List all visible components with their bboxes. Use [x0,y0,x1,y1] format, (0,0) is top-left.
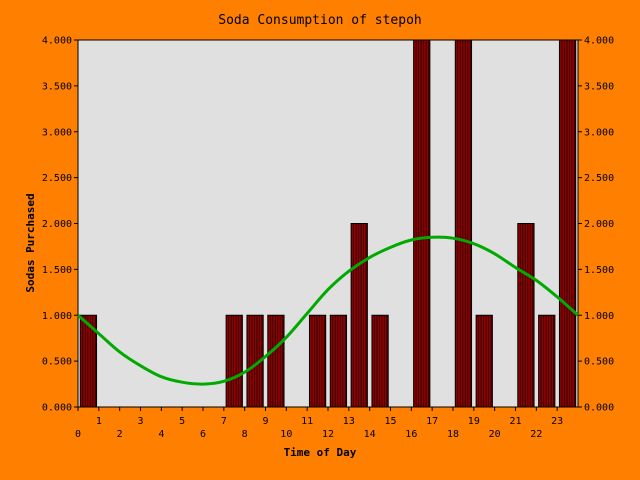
y-tick-label-left: 0.500 [42,357,72,368]
y-tick-label-left: 3.000 [42,127,72,138]
x-tick-label: 23 [551,416,563,427]
y-tick-label-left: 2.500 [42,173,72,184]
x-tick-label: 6 [200,429,206,440]
y-tick-label-right: 0.000 [584,403,614,414]
bar [558,39,577,408]
bar [371,314,389,408]
x-tick-label: 19 [468,416,480,427]
bar [475,314,493,408]
x-tick-label: 22 [530,429,542,440]
bars-group [79,39,577,408]
y-tick-label-right: 2.000 [584,219,614,230]
y-tick-label-left: 0.000 [42,403,72,414]
y-tick-label-left: 2.000 [42,219,72,230]
y-tick-label-left: 4.000 [42,36,72,47]
bar [517,223,535,408]
bar [413,39,431,408]
y-tick-label-right: 0.500 [584,357,614,368]
y-tick-label-left: 1.500 [42,265,72,276]
y-tick-label-left: 3.500 [42,81,72,92]
y-tick-label-right: 2.500 [584,173,614,184]
x-tick-label: 5 [179,416,185,427]
bar [308,314,327,408]
x-tick-label: 20 [489,429,501,440]
trend-line [77,235,579,386]
x-tick-label: 3 [137,416,143,427]
x-tick-label: 1 [96,416,102,427]
x-tick-label: 2 [117,429,123,440]
axes-group: 0.000 0.000 0.500 0.500 1.000 1.000 1.500 1.500… [42,36,614,441]
x-tick-label: 14 [364,429,376,440]
plot-area [77,39,579,408]
bar [267,314,285,408]
x-tick-label: 0 [75,429,81,440]
bar [225,314,243,408]
bar [538,314,556,408]
x-tick-label: 15 [384,416,396,427]
x-tick-label: 4 [158,429,164,440]
y-tick-label-right: 3.000 [584,127,614,138]
y-tick-label-left: 1.000 [42,311,72,322]
x-tick-label: 18 [447,429,459,440]
x-tick-label: 17 [426,416,438,427]
x-tick-label: 10 [280,429,292,440]
bar [454,39,473,408]
y-tick-label-right: 1.500 [584,265,614,276]
y-tick-label-right: 3.500 [584,81,614,92]
x-tick-label: 11 [301,416,313,427]
bar [329,314,348,408]
x-tick-label: 8 [242,429,248,440]
x-tick-label: 12 [322,429,334,440]
bar [246,314,264,408]
y-axis-title: Sodas Purchased [24,193,37,292]
y-tick-label-right: 1.000 [584,311,614,322]
bar [350,223,368,408]
y-tick-label-right: 4.000 [584,36,614,47]
x-tick-label: 13 [343,416,355,427]
bar [79,314,98,408]
x-axis-title: Time of Day [284,446,357,459]
x-tick-label: 7 [221,416,227,427]
x-tick-label: 16 [405,429,417,440]
x-tick-label: 21 [509,416,521,427]
x-tick-label: 9 [262,416,268,427]
chart-title: Soda Consumption of stepoh [218,13,422,28]
